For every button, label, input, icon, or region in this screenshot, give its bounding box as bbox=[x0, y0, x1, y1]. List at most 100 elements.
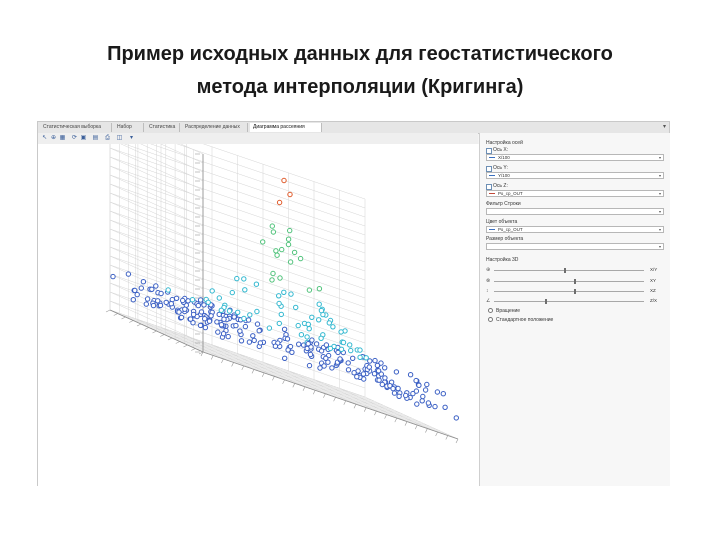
angle-slider[interactable] bbox=[494, 299, 644, 304]
data-point bbox=[432, 403, 438, 410]
data-point bbox=[323, 342, 330, 348]
data-point bbox=[357, 347, 363, 353]
print-icon[interactable]: ⎙ bbox=[105, 135, 110, 141]
data-point bbox=[425, 400, 432, 406]
chevron-down-icon: ▾ bbox=[658, 209, 661, 214]
data-point bbox=[363, 355, 369, 361]
side-wall-grid-line bbox=[109, 210, 366, 299]
settings-icon[interactable]: ▾ bbox=[129, 135, 133, 141]
data-point bbox=[318, 335, 324, 342]
tab-sample[interactable]: Статистическая выборка bbox=[40, 123, 112, 132]
tab-distribution[interactable]: Распределение данных bbox=[182, 123, 248, 132]
axis-settings-title: Настройка осей bbox=[486, 140, 523, 146]
scale-slider[interactable] bbox=[494, 289, 644, 294]
data-point bbox=[132, 287, 138, 294]
data-point bbox=[338, 329, 344, 335]
save-icon[interactable]: ▣ bbox=[80, 135, 87, 141]
table-icon[interactable]: ▦ bbox=[59, 135, 66, 141]
data-point bbox=[254, 321, 261, 327]
tab-statistics[interactable]: Статистика bbox=[146, 123, 180, 132]
zoom-icon[interactable]: ⊕ bbox=[50, 135, 57, 141]
data-point bbox=[218, 307, 225, 314]
data-point bbox=[273, 248, 279, 254]
data-point bbox=[378, 371, 384, 377]
filter-select[interactable]: ▾ bbox=[486, 208, 664, 215]
data-point bbox=[214, 319, 220, 325]
y-tick-mark bbox=[183, 344, 188, 348]
scatter-3d-plot[interactable] bbox=[38, 144, 479, 486]
data-point bbox=[285, 241, 292, 248]
y-tick-mark bbox=[121, 316, 126, 320]
rotate-icon[interactable]: ⟳ bbox=[71, 135, 78, 141]
data-point bbox=[306, 326, 312, 332]
x-tick-mark bbox=[272, 376, 275, 381]
data-point bbox=[208, 313, 214, 319]
floor-grid-line bbox=[128, 318, 384, 406]
data-point bbox=[345, 360, 351, 366]
x-tick-mark bbox=[343, 400, 347, 405]
data-point bbox=[163, 299, 169, 306]
data-point bbox=[276, 320, 283, 327]
side-wall-grid-line bbox=[150, 144, 366, 218]
rotation-xy-slider[interactable] bbox=[494, 268, 644, 273]
back-wall-grid-line bbox=[109, 192, 204, 236]
data-point bbox=[157, 302, 164, 309]
radio-standard-label: Стандартное положение bbox=[496, 317, 554, 323]
data-point bbox=[241, 315, 247, 322]
data-point bbox=[281, 326, 288, 333]
scale-icon: ↕ bbox=[486, 288, 489, 294]
data-point bbox=[371, 371, 378, 377]
data-point bbox=[288, 291, 294, 297]
data-point bbox=[130, 297, 137, 303]
axis-x-checkbox[interactable] bbox=[486, 148, 492, 154]
data-point bbox=[266, 325, 273, 331]
x-tick-mark bbox=[231, 362, 234, 367]
data-point bbox=[305, 341, 311, 347]
x-tick-mark bbox=[394, 417, 398, 423]
color-select[interactable]: Ро_ср_OUT ▾ bbox=[486, 226, 664, 233]
data-point bbox=[321, 363, 327, 369]
data-point bbox=[289, 349, 295, 356]
radio-rotate[interactable] bbox=[488, 308, 493, 313]
y-tick-mark bbox=[191, 348, 196, 351]
data-point bbox=[218, 322, 225, 328]
back-wall-grid-line bbox=[109, 219, 204, 263]
axis-y-checkbox[interactable] bbox=[486, 166, 492, 172]
chart-icon[interactable]: ▤ bbox=[92, 135, 99, 141]
axis-z-checkbox[interactable] bbox=[486, 184, 492, 190]
slide-title-line2: метода интерполяции (Кригинга) bbox=[196, 76, 524, 98]
tab-menu-icon[interactable]: ▾ bbox=[662, 124, 666, 130]
side-wall-grid-line bbox=[109, 165, 366, 254]
axis-x-select[interactable]: X/100 ▾ bbox=[486, 154, 664, 161]
axis-y-select[interactable]: Y/100 ▾ bbox=[486, 172, 664, 179]
x-tick-mark bbox=[404, 421, 408, 426]
size-select[interactable]: ▾ bbox=[486, 243, 664, 250]
data-point bbox=[293, 304, 299, 311]
data-point bbox=[201, 302, 207, 308]
reset-icon[interactable]: ◫ bbox=[116, 135, 123, 141]
tab-scatter[interactable]: Диаграмма рассеяния bbox=[250, 123, 322, 132]
back-wall-grid-line bbox=[160, 144, 204, 164]
data-point bbox=[407, 372, 414, 378]
data-point bbox=[403, 392, 409, 399]
toolbar: ↖ ⊕ ▦ ⟳ ▣ ▤ ⎙ ◫ ▾ bbox=[38, 133, 478, 144]
floor-grid-line bbox=[364, 396, 459, 440]
floor-grid-line bbox=[339, 388, 433, 431]
back-wall-grid-line bbox=[180, 144, 204, 155]
radio-standard-position[interactable] bbox=[488, 317, 493, 322]
filter-label: Фильтр Строки bbox=[486, 201, 521, 207]
data-point bbox=[153, 283, 159, 289]
data-point bbox=[206, 318, 213, 324]
data-point bbox=[253, 281, 260, 287]
data-point bbox=[395, 385, 401, 392]
data-point bbox=[241, 276, 247, 282]
data-point bbox=[281, 177, 287, 184]
data-point bbox=[316, 286, 323, 292]
data-point bbox=[419, 398, 425, 404]
cursor-icon[interactable]: ↖ bbox=[41, 135, 48, 141]
data-point bbox=[270, 229, 277, 235]
data-point bbox=[413, 377, 419, 384]
rotation-z-slider[interactable] bbox=[494, 279, 644, 284]
axis-z-select[interactable]: Ро_ср_OUT ▾ bbox=[486, 190, 664, 197]
tab-set[interactable]: Набор bbox=[114, 123, 144, 132]
